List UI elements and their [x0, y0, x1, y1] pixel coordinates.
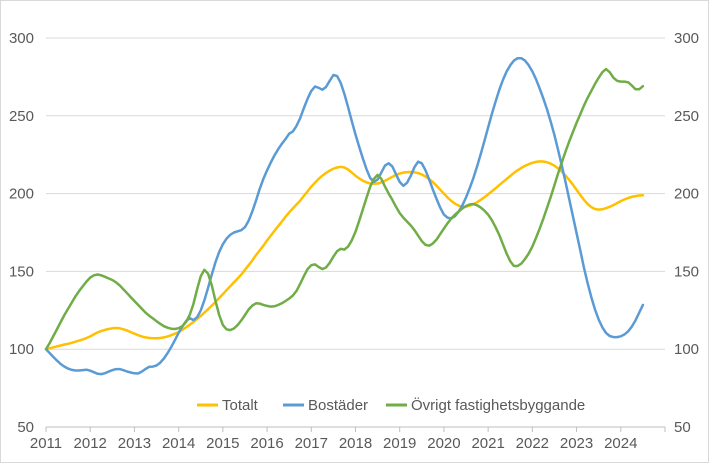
legend-label-1: Bostäder [308, 397, 368, 414]
x-axis-group: 2011 2012 2013 2014 2015 2016 2017 2018 2019 2020… [30, 427, 666, 452]
x-tick-label-2015: 2015 [206, 435, 239, 452]
series-line-0 [44, 160, 645, 351]
y-right-label-50: 50 [674, 419, 691, 436]
y-right-label-200: 200 [674, 186, 699, 203]
series-line-2 [44, 67, 645, 351]
gridlines-group [46, 37, 665, 428]
y-right-label-250: 250 [674, 108, 699, 125]
series-lines-group [44, 56, 645, 376]
x-tick-label-2014: 2014 [162, 435, 195, 452]
y-left-label-150: 150 [9, 263, 34, 280]
legend-label-0: Totalt [222, 397, 259, 414]
legend-group: Totalt Bostäder Övrigt fastighetsbyggande [197, 396, 585, 414]
x-tick-label-2019: 2019 [383, 435, 416, 452]
y-left-label-250: 250 [9, 108, 34, 125]
y-left-label-200: 200 [9, 186, 34, 203]
x-tick-label-2021: 2021 [471, 435, 504, 452]
y-left-label-50: 50 [17, 419, 34, 436]
y-left-label-300: 300 [9, 30, 34, 47]
series-line-1 [44, 56, 645, 376]
x-tick-label-2022: 2022 [516, 435, 549, 452]
x-tick-label-2024: 2024 [604, 435, 637, 452]
x-tick-label-2016: 2016 [250, 435, 283, 452]
y-axis-labels-left: 50 100 150 200 250 300 [9, 30, 34, 436]
x-tick-label-2012: 2012 [74, 435, 107, 452]
y-right-label-150: 150 [674, 263, 699, 280]
y-left-label-100: 100 [9, 341, 34, 358]
x-tick-label-2018: 2018 [339, 435, 372, 452]
y-axis-labels-right: 50 100 150 200 250 300 [674, 30, 699, 436]
x-tick-label-2023: 2023 [560, 435, 593, 452]
y-right-label-100: 100 [674, 341, 699, 358]
x-tick-label-2020: 2020 [427, 435, 460, 452]
x-tick-label-2017: 2017 [295, 435, 328, 452]
x-tick-label-2011: 2011 [30, 435, 62, 452]
y-right-label-300: 300 [674, 30, 699, 47]
legend-label-2: Övrigt fastighetsbyggande [411, 396, 585, 414]
x-tick-label-2013: 2013 [118, 435, 151, 452]
